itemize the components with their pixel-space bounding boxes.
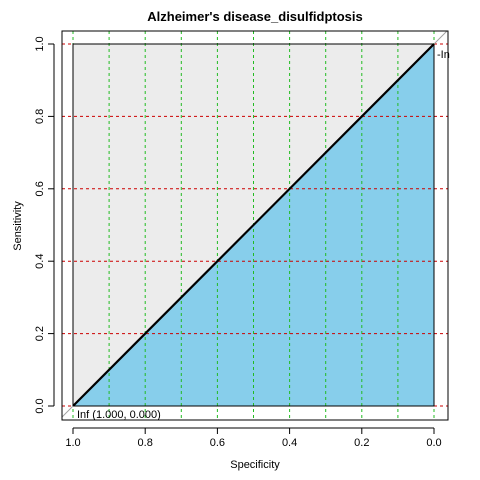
x-tick-label-0: 1.0 <box>65 437 80 449</box>
x-tick-label-4: 0.2 <box>354 437 369 449</box>
auc-region-border <box>72 43 435 407</box>
y-tick-label-5: 1.0 <box>34 36 46 51</box>
roc-curve <box>72 43 435 407</box>
y-tick-label-2: 0.4 <box>34 254 46 269</box>
x-axis-title: Specificity <box>230 459 280 471</box>
x-tick-label-3: 0.4 <box>282 437 297 449</box>
x-tick-label-5: 0.0 <box>426 437 441 449</box>
y-axis-title: Sensitivity <box>12 201 24 251</box>
y-tick-label-1: 0.2 <box>34 326 46 341</box>
annotations: Inf (1.000, 0.000) -In <box>77 49 450 421</box>
chart-title: Alzheimer's disease_disulfidptosis <box>147 9 363 24</box>
y-tick-label-4: 0.8 <box>34 109 46 124</box>
y-tick-label-0: 0.0 <box>34 398 46 413</box>
x-tick-label-2: 0.6 <box>210 437 225 449</box>
x-tick-label-1: 0.8 <box>138 437 153 449</box>
y-tick-label-3: 0.6 <box>34 181 46 196</box>
x-axis: 1.0 0.8 0.6 0.4 0.2 0.0 <box>65 427 442 449</box>
roc-lines <box>62 31 448 418</box>
y-axis: 0.0 0.2 0.4 0.6 0.8 1.0 <box>34 36 55 414</box>
annotation-label-0: Inf (1.000, 0.000) <box>77 409 161 421</box>
plot-frame <box>61 30 449 421</box>
annotation-label-1: -In <box>437 49 450 61</box>
